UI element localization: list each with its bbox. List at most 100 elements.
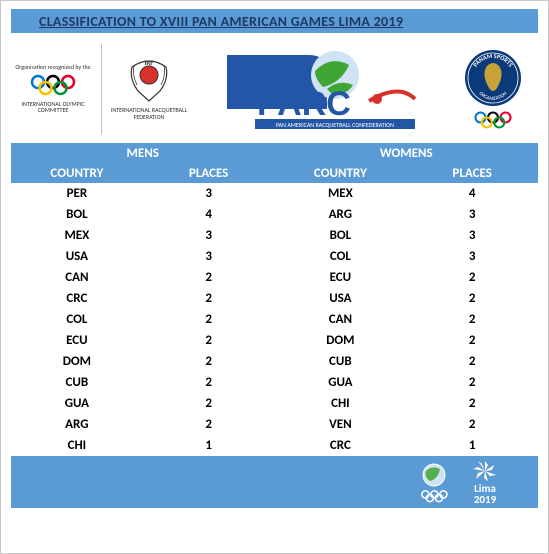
column-header-row: COUNTRY PLACES COUNTRY PLACES: [11, 163, 538, 183]
table-row: BOL4ARG3: [11, 204, 538, 225]
cell-country-w: GUA: [275, 375, 407, 390]
cell-country-w: COL: [275, 249, 407, 264]
svg-text:PARC: PARC: [257, 85, 351, 123]
cell-country-w: DOM: [275, 333, 407, 348]
col-places-w: PLACES: [406, 166, 538, 181]
ioc-logo: Organisation recognized by the INTERNATI…: [13, 64, 93, 114]
cell-country-m: DOM: [11, 354, 143, 369]
cell-places-w: 2: [406, 396, 538, 411]
cell-country-m: BOL: [11, 207, 143, 222]
cell-places-w: 2: [406, 333, 538, 348]
cell-country-w: VEN: [275, 417, 407, 432]
gender-header-row: MENS WOMENS: [11, 143, 538, 163]
lima-year: 2019: [474, 493, 496, 506]
table-row: PER3MEX4: [11, 183, 538, 204]
cell-places-w: 3: [406, 228, 538, 243]
table-row: CUB2GUA2: [11, 372, 538, 393]
cell-places-w: 2: [406, 291, 538, 306]
cell-country-m: MEX: [11, 228, 143, 243]
cell-places-m: 2: [143, 375, 275, 390]
svg-text:IRF: IRF: [144, 58, 154, 67]
cell-country-m: CAN: [11, 270, 143, 285]
cell-places-w: 3: [406, 249, 538, 264]
lima-2019-logo: Lima 2019: [470, 459, 500, 505]
cell-places-w: 2: [406, 375, 538, 390]
cell-country-w: USA: [275, 291, 407, 306]
cell-places-m: 3: [143, 228, 275, 243]
cell-places-w: 1: [406, 438, 538, 453]
data-rows: PER3MEX4BOL4ARG3MEX3BOL3USA3COL3CAN2ECU2…: [11, 183, 538, 456]
cell-places-m: 2: [143, 270, 275, 285]
cell-country-w: CRC: [275, 438, 407, 453]
irf-logo: IRF INTERNATIONAL RACQUETBALL FEDERATION: [110, 57, 188, 120]
parc-logo-icon: PARC PAN AMERICAN RACQUETBALL CONFEDERAT…: [219, 43, 419, 135]
cell-places-m: 1: [143, 438, 275, 453]
cell-country-w: MEX: [275, 186, 407, 201]
ioc-top-text: Organisation recognized by the: [15, 64, 90, 71]
cell-places-w: 3: [406, 207, 538, 222]
table-row: USA3COL3: [11, 246, 538, 267]
table-row: CHI1CRC1: [11, 435, 538, 456]
parc-logo: PARC PAN AMERICAN RACQUETBALL CONFEDERAT…: [194, 43, 444, 135]
cell-places-w: 2: [406, 270, 538, 285]
logo-row: Organisation recognized by the INTERNATI…: [11, 33, 538, 141]
cell-country-m: ARG: [11, 417, 143, 432]
table-row: COL2CAN2: [11, 309, 538, 330]
cell-country-m: USA: [11, 249, 143, 264]
cell-country-m: PER: [11, 186, 143, 201]
cell-places-m: 3: [143, 249, 275, 264]
olympic-rings-icon: [29, 73, 77, 97]
cell-country-m: CRC: [11, 291, 143, 306]
col-country-m: COUNTRY: [11, 166, 143, 181]
table-row: GUA2CHI2: [11, 393, 538, 414]
title-bar: CLASSIFICATION TO XVIII PAN AMERICAN GAM…: [11, 9, 538, 33]
irf-name: INTERNATIONAL RACQUETBALL FEDERATION: [110, 107, 188, 120]
footer-bar: Lima 2019: [11, 456, 538, 508]
cell-country-m: GUA: [11, 396, 143, 411]
cell-places-m: 2: [143, 333, 275, 348]
cell-country-m: ECU: [11, 333, 143, 348]
classification-table: MENS WOMENS COUNTRY PLACES COUNTRY PLACE…: [11, 143, 538, 508]
col-places-m: PLACES: [143, 166, 275, 181]
gender-womens: WOMENS: [275, 146, 539, 161]
irf-crest-icon: IRF: [126, 57, 172, 103]
cell-places-m: 2: [143, 312, 275, 327]
cell-country-m: CHI: [11, 438, 143, 453]
gender-mens: MENS: [11, 146, 275, 161]
cell-places-w: 2: [406, 417, 538, 432]
divider: [101, 44, 102, 134]
table-row: CAN2ECU2: [11, 267, 538, 288]
parc-sub: PAN AMERICAN RACQUETBALL CONFEDERATION: [276, 121, 394, 129]
cell-places-w: 2: [406, 312, 538, 327]
table-row: ARG2VEN2: [11, 414, 538, 435]
cell-places-m: 3: [143, 186, 275, 201]
olympic-rings-small-icon: [473, 110, 513, 130]
cell-places-w: 2: [406, 354, 538, 369]
page: CLASSIFICATION TO XVIII PAN AMERICAN GAM…: [0, 0, 549, 554]
cell-places-m: 2: [143, 417, 275, 432]
cell-places-m: 4: [143, 207, 275, 222]
cell-country-w: CUB: [275, 354, 407, 369]
cell-places-w: 4: [406, 186, 538, 201]
cell-country-w: ARG: [275, 207, 407, 222]
cell-country-w: CAN: [275, 312, 407, 327]
col-country-w: COUNTRY: [275, 166, 407, 181]
cell-country-w: ECU: [275, 270, 407, 285]
cell-country-m: CUB: [11, 375, 143, 390]
cell-country-m: COL: [11, 312, 143, 327]
table-row: CRC2USA2: [11, 288, 538, 309]
cell-places-m: 2: [143, 396, 275, 411]
panam-logo: PANAM SPORTS ORGANIZATION: [450, 48, 536, 130]
ioc-name: INTERNATIONAL OLYMPIC COMMITTEE: [13, 101, 93, 114]
table-row: MEX3BOL3: [11, 225, 538, 246]
table-row: DOM2CUB2: [11, 351, 538, 372]
cell-country-w: BOL: [275, 228, 407, 243]
cell-places-m: 2: [143, 354, 275, 369]
footer-globe-icon: [416, 461, 452, 503]
cell-country-w: CHI: [275, 396, 407, 411]
table-row: ECU2DOM2: [11, 330, 538, 351]
cell-places-m: 2: [143, 291, 275, 306]
lima-flower-icon: [470, 459, 500, 483]
page-title: CLASSIFICATION TO XVIII PAN AMERICAN GAM…: [39, 13, 403, 30]
panam-badge-icon: PANAM SPORTS ORGANIZATION: [463, 48, 523, 108]
